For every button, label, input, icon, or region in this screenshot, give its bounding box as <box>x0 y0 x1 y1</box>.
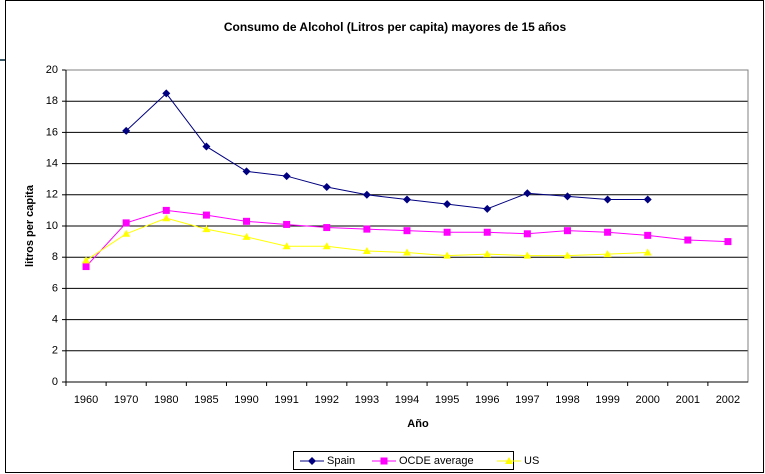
y-axis-title: litros per capita <box>24 184 36 267</box>
data-point <box>162 214 171 222</box>
chart-title: Consumo de Alcohol (Litros per capita) m… <box>224 20 567 34</box>
data-point <box>563 227 571 235</box>
data-point <box>122 126 131 135</box>
data-point <box>362 246 371 254</box>
data-point <box>483 250 492 258</box>
y-tick-label: 20 <box>46 64 58 76</box>
data-point <box>202 225 211 233</box>
data-point <box>644 231 652 239</box>
x-tick-label: 1997 <box>515 394 539 406</box>
series-line <box>125 92 648 210</box>
y-tick-label: 6 <box>52 282 58 294</box>
y-tick-label: 16 <box>46 126 58 138</box>
x-tick-label: 1992 <box>315 394 339 406</box>
x-tick-label: 1995 <box>435 394 459 406</box>
data-point <box>724 238 732 246</box>
x-tick-label: 1998 <box>555 394 579 406</box>
data-point <box>243 217 251 225</box>
x-tick-label: 1980 <box>154 394 178 406</box>
data-point <box>483 204 492 213</box>
y-tick-label: 8 <box>52 251 58 263</box>
data-point <box>523 230 531 238</box>
x-tick-label: 2001 <box>676 394 700 406</box>
y-tick-label: 12 <box>46 189 58 201</box>
data-point <box>643 248 652 256</box>
legend-label: US <box>524 455 539 467</box>
data-point <box>242 232 251 240</box>
data-point <box>523 189 532 198</box>
data-point <box>122 219 130 227</box>
data-point <box>403 227 411 235</box>
y-tick-label: 10 <box>46 220 58 232</box>
data-point <box>603 195 612 204</box>
data-point <box>563 251 572 259</box>
data-point <box>322 242 331 250</box>
x-tick-label: 1994 <box>395 394 419 406</box>
data-point <box>162 89 171 98</box>
data-point <box>443 200 452 209</box>
data-point <box>323 224 331 232</box>
data-point <box>684 236 692 244</box>
legend-marker <box>505 457 513 464</box>
data-point <box>604 228 612 236</box>
legend-label: OCDE average <box>399 455 474 467</box>
y-tick-label: 0 <box>52 376 58 388</box>
data-point <box>362 190 371 199</box>
data-point <box>403 195 411 204</box>
x-tick-label: 2000 <box>635 394 659 406</box>
data-point <box>122 229 131 237</box>
x-tick-label: 1999 <box>595 394 619 406</box>
data-point <box>242 167 251 176</box>
data-point <box>443 228 451 236</box>
legend-marker <box>380 457 388 465</box>
data-point <box>443 251 452 259</box>
data-point <box>82 256 91 264</box>
x-tick-label: 1991 <box>274 394 298 406</box>
data-point <box>162 206 170 214</box>
data-point <box>363 225 371 233</box>
x-tick-label: 2002 <box>716 394 740 406</box>
x-tick-label: 1970 <box>114 394 138 406</box>
x-tick-label: 1990 <box>234 394 258 406</box>
data-point <box>282 242 291 250</box>
data-point <box>603 250 612 258</box>
x-tick-label: 1985 <box>194 394 218 406</box>
x-tick-label: 1993 <box>355 394 379 406</box>
y-tick-label: 14 <box>46 158 58 170</box>
x-axis-title: Año <box>407 418 429 430</box>
data-point <box>82 263 90 271</box>
data-point <box>563 192 572 201</box>
data-point <box>523 251 532 259</box>
data-point <box>322 183 331 191</box>
data-point <box>283 220 291 228</box>
x-tick-label: 1996 <box>475 394 499 406</box>
y-tick-label: 2 <box>52 345 58 357</box>
x-tick-label: 1960 <box>74 394 98 406</box>
y-tick-label: 4 <box>52 314 58 326</box>
data-point <box>403 248 411 256</box>
legend-label: Spain <box>327 455 355 467</box>
y-tick-label: 18 <box>46 95 58 107</box>
data-point <box>202 211 210 219</box>
data-point <box>483 228 491 236</box>
data-point <box>202 142 211 151</box>
legend-marker <box>308 457 316 465</box>
data-point <box>282 172 291 181</box>
data-point <box>643 195 652 204</box>
